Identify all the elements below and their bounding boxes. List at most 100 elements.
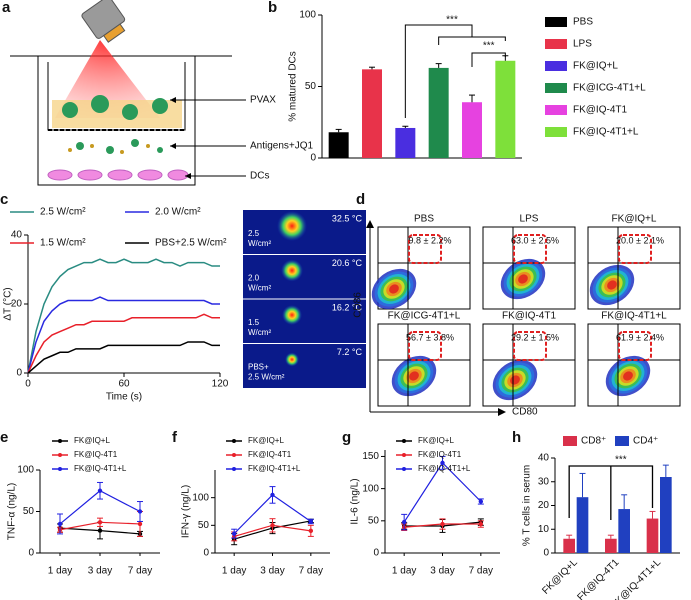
y-axis-label: TNF-α (ng/L) xyxy=(7,483,18,540)
point xyxy=(97,528,103,533)
series-line xyxy=(27,296,220,374)
y-tick-label: 0 xyxy=(203,548,209,559)
point xyxy=(401,519,407,525)
x-tick-label: 3 day xyxy=(88,566,112,577)
legend-label: FK@IQ+L xyxy=(418,436,454,445)
legend-label: FK@IQ-4T1 xyxy=(248,450,292,459)
gate-box xyxy=(408,331,442,361)
y-axis-label: IFN-γ (ng/L) xyxy=(181,485,192,538)
sig-bracket xyxy=(438,36,506,45)
x-axis-label: Time (s) xyxy=(106,392,142,403)
legend-label: 2.0 W/cm² xyxy=(155,207,201,218)
point xyxy=(308,528,314,534)
contour xyxy=(623,371,633,381)
y-tick-label: 10 xyxy=(538,524,550,535)
plot-title: PBS xyxy=(414,214,434,225)
panel-label: d xyxy=(356,191,365,208)
point xyxy=(57,521,63,527)
legend-swatch xyxy=(545,39,567,49)
legend-label: FK@IQ-4T1 xyxy=(573,105,627,116)
x-tick-label: 0 xyxy=(25,379,31,390)
arrow-head xyxy=(366,220,374,228)
legend-marker xyxy=(58,439,62,443)
bar xyxy=(362,69,382,158)
legend-marker xyxy=(232,453,236,457)
y-tick-label: 40 xyxy=(11,230,23,241)
x-tick-label: 7 day xyxy=(469,566,493,577)
gate-box xyxy=(408,234,442,264)
gate-percent: 63.0 ± 2.5% xyxy=(511,235,559,245)
gate-percent: 29.2 ± 1.5% xyxy=(511,332,559,342)
point xyxy=(97,520,103,525)
thermal-temp: 20.6 °C xyxy=(332,258,363,268)
diagram-label: Antigens+JQ1 xyxy=(250,141,314,152)
sig-label: *** xyxy=(615,455,627,466)
legend-label: FK@IQ-4T1+L xyxy=(248,464,301,473)
point xyxy=(478,499,484,504)
panel-label: b xyxy=(268,0,277,16)
laser xyxy=(81,0,126,43)
gate-box xyxy=(513,234,547,264)
laser-beam xyxy=(55,40,160,118)
y-tick-label: 30 xyxy=(538,476,550,487)
legend-marker xyxy=(402,439,406,443)
y-tick-label: 0 xyxy=(373,548,379,559)
thermal-temp: 16.2 °C xyxy=(332,302,363,312)
plot-title: FK@IQ-4T1+L xyxy=(601,311,667,322)
gate-box xyxy=(513,331,547,361)
y-tick-label: 50 xyxy=(23,506,35,517)
legend-marker xyxy=(402,467,406,471)
x-tick-label: 1 day xyxy=(222,566,246,577)
y-tick-label: 0 xyxy=(16,368,22,379)
y-tick-label: 20 xyxy=(11,299,23,310)
legend-swatch xyxy=(545,17,567,27)
thermal-power: 1.5 xyxy=(248,318,260,327)
legend-marker xyxy=(402,453,406,457)
sig-bracket xyxy=(471,52,506,67)
bar xyxy=(618,509,630,553)
legend-label: PBS+2.5 W/cm² xyxy=(155,238,227,249)
bar xyxy=(646,518,659,553)
sig-label: *** xyxy=(483,41,495,52)
point xyxy=(97,488,103,493)
legend-label: FK@IQ-4T1+L xyxy=(418,464,471,473)
point xyxy=(270,492,275,498)
gate-percent: 61.9 ± 2.4% xyxy=(616,332,664,342)
legend-swatch xyxy=(545,61,567,71)
diagram-label: PVAX xyxy=(250,95,276,106)
y-axis-label: % matured DCs xyxy=(288,51,299,122)
panel-label: e xyxy=(0,429,8,446)
sig-bracket xyxy=(404,24,473,118)
legend-marker xyxy=(232,439,236,443)
thermal-power: 2.5 xyxy=(248,229,260,238)
diagram-label: DCs xyxy=(250,171,269,182)
bar xyxy=(495,60,516,159)
y-tick-label: 100 xyxy=(362,483,379,494)
bar xyxy=(328,132,349,158)
panel-label: a xyxy=(2,0,11,16)
bar xyxy=(576,497,589,553)
series-line xyxy=(27,258,220,374)
y-tick-label: 40 xyxy=(538,453,550,464)
point xyxy=(231,531,237,536)
legend-swatch xyxy=(545,127,567,137)
arrow-head xyxy=(498,408,506,416)
panel-label: c xyxy=(0,191,8,208)
point xyxy=(137,521,143,527)
gate-percent: 56.7 ± 3.8% xyxy=(406,332,454,342)
legend-swatch xyxy=(615,436,629,446)
x-tick-label: 1 day xyxy=(48,566,72,577)
bar xyxy=(660,477,672,553)
point xyxy=(308,519,314,524)
y-axis-label: ΔT (°C) xyxy=(3,287,14,320)
x-tick-label: FK@IQ-4T1 xyxy=(575,557,621,600)
jq1 xyxy=(68,144,150,154)
point xyxy=(440,460,445,466)
hot-spot xyxy=(285,352,299,367)
gate-percent: 20.0 ± 2.1% xyxy=(616,235,664,245)
legend-label: FK@IQ-4T1+L xyxy=(74,464,127,473)
panel-label: g xyxy=(342,429,351,446)
series-line xyxy=(27,341,220,374)
plot-title: FK@IQ+L xyxy=(612,214,657,225)
